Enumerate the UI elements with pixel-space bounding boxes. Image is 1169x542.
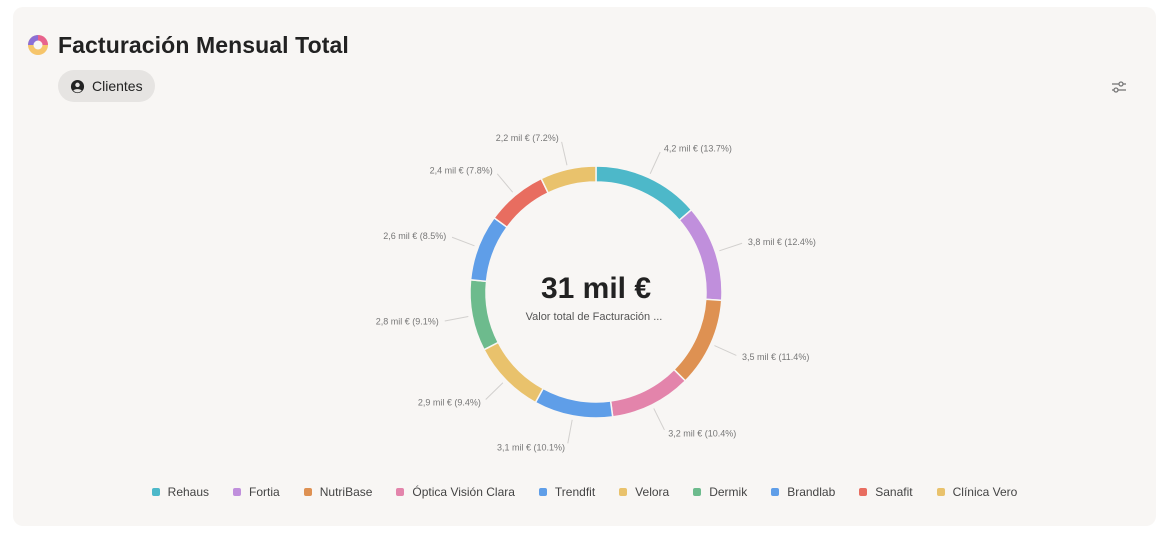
legend-swatch [859,488,868,496]
legend-swatch [936,488,945,496]
page-title: Facturación Mensual Total [58,31,349,58]
slice-fortia[interactable] [678,208,723,302]
legend-item[interactable]: Rehaus [151,485,210,499]
slice-brandlab[interactable] [469,216,509,283]
legend-swatch [619,488,628,496]
legend-label: Rehaus [167,485,210,499]
chip-label: Clientes [92,78,143,94]
legend-item[interactable]: Óptica Visión Clara [396,485,515,499]
legend-label: Velora [635,485,670,499]
leader-line [496,173,514,193]
center-caption: Valor total de Facturación ... [526,311,663,323]
legend-item[interactable]: Sanafit [859,485,913,499]
leader-line [485,382,504,400]
leader-line [567,419,573,444]
legend-item[interactable]: Clínica Vero [936,485,1018,499]
data-label: 3,1 mil € (10.1%) [497,442,565,452]
leader-line [719,242,743,252]
data-label: 2,9 mil € (9.4%) [418,397,481,407]
slice-trendfit[interactable] [534,387,614,419]
leader-line [714,345,737,356]
slice-sanafit[interactable] [493,177,550,229]
slice-cl-nica-vero[interactable] [540,165,597,194]
data-label: 2,6 mil € (8.5%) [383,231,446,241]
legend-swatch [538,488,547,496]
legend: Rehaus Fortia NutriBase Óptica Visión Clara… [0,485,1169,499]
legend-label: Trendfit [554,485,596,499]
legend-label: NutriBase [319,485,373,499]
leader-line [451,236,475,247]
data-label: 2,4 mil € (7.8%) [430,166,493,176]
legend-label: Óptica Visión Clara [412,485,515,499]
center-total-value: 31 mil € [541,272,651,305]
legend-label: Sanafit [875,485,913,499]
data-label: 2,8 mil € (9.1%) [376,317,439,327]
legend-swatch [303,488,312,496]
data-label: 4,2 mil € (13.7%) [664,143,732,153]
data-label: 3,8 mil € (12.4%) [748,237,816,247]
slice-dermik[interactable] [469,278,500,351]
legend-swatch [151,488,160,496]
leader-line [561,141,568,166]
slice--ptica-visi-n-clara[interactable] [609,368,687,418]
legend-swatch [771,488,780,496]
data-label: 2,2 mil € (7.2%) [496,133,559,143]
legend-label: Fortia [249,485,280,499]
slice-velora[interactable] [482,341,545,404]
legend-swatch [396,488,405,496]
legend-item[interactable]: Brandlab [771,485,835,499]
clientes-filter-chip[interactable]: Clientes [58,70,155,102]
leader-line [444,315,469,322]
legend-item[interactable]: Trendfit [538,485,596,499]
leader-line [653,408,665,431]
donut-chart-icon [28,35,48,55]
chart-card [13,7,1156,526]
slice-nutribase[interactable] [672,298,723,382]
legend-item[interactable]: Dermik [693,485,747,499]
legend-swatch [233,488,242,496]
slice-rehaus[interactable] [595,165,693,222]
sliders-icon[interactable] [1110,78,1128,96]
data-label: 3,2 mil € (10.4%) [668,429,736,439]
legend-label: Clínica Vero [952,485,1018,499]
legend-swatch [693,488,702,496]
user-circle-icon [70,79,85,93]
leader-line [649,151,661,175]
legend-item[interactable]: NutriBase [303,485,373,499]
legend-label: Dermik [709,485,748,499]
legend-item[interactable]: Velora [619,485,669,499]
legend-label: Brandlab [787,485,836,499]
header: Facturación Mensual Total [26,30,349,60]
legend-item[interactable]: Fortia [233,485,280,499]
data-label: 3,5 mil € (11.4%) [742,352,809,362]
